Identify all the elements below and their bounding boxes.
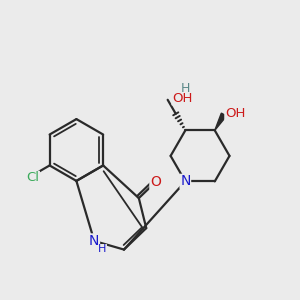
Text: OH: OH (172, 92, 193, 105)
Text: H: H (181, 82, 190, 95)
Text: N: N (89, 234, 100, 248)
Text: H: H (98, 244, 107, 254)
Text: N: N (180, 174, 190, 188)
Polygon shape (215, 113, 226, 130)
Text: OH: OH (225, 106, 245, 120)
Text: O: O (150, 175, 161, 189)
Text: Cl: Cl (26, 171, 39, 184)
